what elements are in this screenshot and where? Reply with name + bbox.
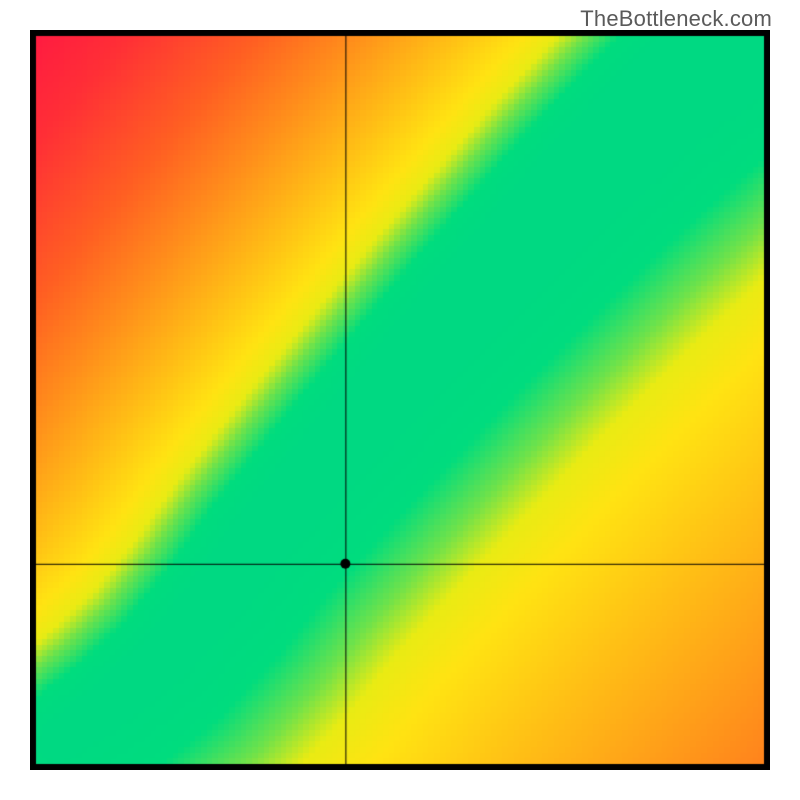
watermark-text: TheBottleneck.com (580, 6, 772, 32)
plot-area (30, 30, 770, 770)
chart-container: TheBottleneck.com (0, 0, 800, 800)
bottleneck-heatmap (30, 30, 770, 770)
